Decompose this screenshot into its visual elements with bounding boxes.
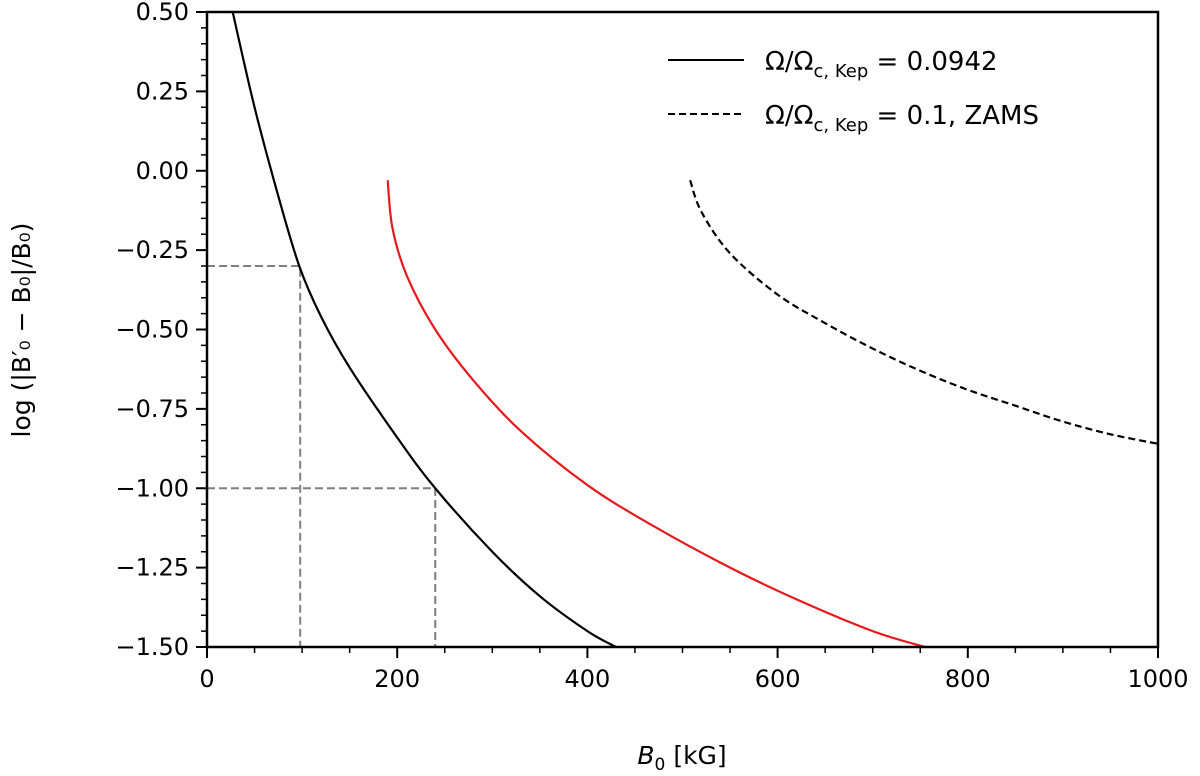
x-tick-label: 0: [199, 665, 214, 693]
y-tick-label: −1.00: [115, 474, 189, 502]
series-line-2: [386, 180, 926, 647]
x-axis: 0 200 400 600 800 1000: [199, 647, 1189, 693]
legend-entry-dashed: Ω/Ωc, Kep = 0.1, ZAMS: [765, 101, 1039, 136]
x-tick-label: 1000: [1127, 665, 1188, 693]
y-tick-label: 0.50: [136, 0, 189, 26]
series-group: [231, 12, 1158, 647]
y-tick-label: 0.00: [136, 157, 189, 185]
ref-line-100: [207, 265, 302, 647]
y-tick-label: 0.25: [136, 77, 189, 105]
y-axis-label: log (|B′₀ − B₀|/B₀): [7, 223, 36, 438]
x-tick-label: 400: [564, 665, 610, 693]
ref-line-240: [207, 487, 437, 647]
y-tick-label: −1.50: [115, 633, 189, 661]
legend-entry-solid: Ω/Ωc, Kep = 0.0942: [765, 47, 998, 82]
series-line-1: [689, 179, 1158, 445]
series-line-0: [231, 12, 617, 647]
legend: Ω/Ωc, Kep = 0.0942 Ω/Ωc, Kep = 0.1, ZAMS: [668, 47, 1039, 136]
y-axis: 0.50 0.25 0.00 −0.25 −0.50 −0.75 −1.00 −1.25 −1.…: [115, 0, 207, 661]
reference-lines: [207, 265, 437, 647]
y-tick-label: −1.25: [115, 554, 189, 582]
x-axis-label: B0 [kG]: [637, 741, 726, 775]
x-tick-label: 200: [374, 665, 420, 693]
y-tick-label: −0.50: [115, 316, 189, 344]
y-tick-label: −0.25: [115, 236, 189, 264]
y-tick-label: −0.75: [115, 395, 189, 423]
x-tick-label: 800: [945, 665, 991, 693]
x-tick-label: 600: [755, 665, 801, 693]
